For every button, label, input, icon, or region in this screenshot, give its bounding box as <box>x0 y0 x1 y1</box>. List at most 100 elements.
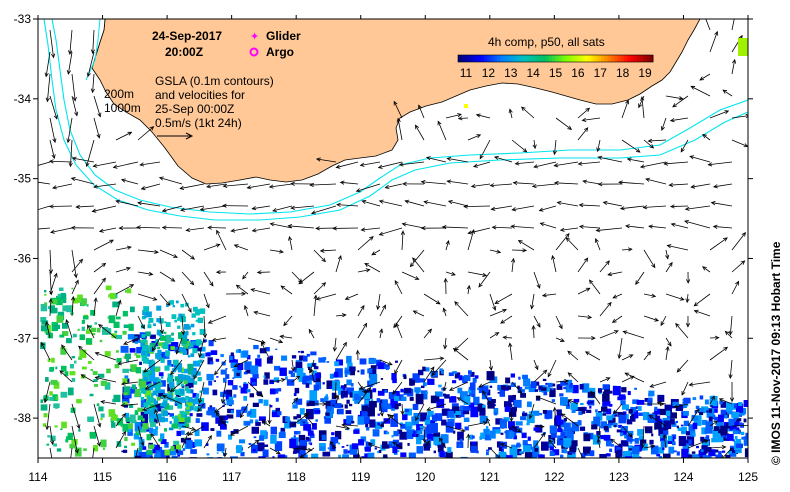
velocity-arrow <box>236 284 249 295</box>
velocity-arrow <box>702 266 711 273</box>
velocity-arrow <box>533 315 541 328</box>
colorbar-tick: 18 <box>616 66 630 80</box>
velocity-arrow <box>38 205 51 211</box>
velocity-arrow <box>424 201 447 207</box>
glider-icon: ✦ <box>250 31 259 43</box>
velocity-arrow <box>143 359 161 373</box>
velocity-arrow <box>490 183 513 186</box>
velocity-arrow <box>510 403 513 422</box>
velocity-arrow <box>67 117 73 143</box>
velocity-arrow <box>244 305 249 317</box>
velocity-arrow <box>731 59 736 75</box>
velocity-arrow <box>567 350 579 361</box>
velocity-arrow <box>661 117 667 131</box>
velocity-arrow <box>680 139 689 152</box>
velocity-arrow <box>489 293 496 311</box>
velocity-arrow <box>445 271 456 276</box>
velocity-arrow <box>159 249 178 258</box>
velocity-arrow <box>577 315 592 318</box>
velocity-arrow <box>423 440 430 449</box>
velocity-arrow <box>49 298 52 317</box>
velocity-arrow <box>193 359 205 380</box>
x-tick-label: 120 <box>415 470 435 484</box>
y-tick-label: -37 <box>14 331 32 345</box>
velocity-arrow <box>729 315 733 335</box>
velocity-arrow <box>579 204 601 207</box>
velocity-arrow <box>379 359 393 366</box>
velocity-arrow <box>71 280 79 295</box>
velocity-arrow <box>316 293 337 300</box>
velocity-arrow <box>690 155 711 163</box>
velocity-arrow <box>675 323 689 339</box>
velocity-arrow <box>467 229 475 251</box>
velocity-arrow <box>291 359 294 371</box>
velocity-arrow <box>694 293 711 307</box>
velocity-arrow <box>212 337 227 341</box>
x-tick-label: 125 <box>738 470 758 484</box>
velocity-arrow <box>394 359 403 374</box>
velocity-arrow <box>44 381 51 403</box>
velocity-arrow <box>231 227 249 232</box>
velocity-arrow <box>329 441 337 449</box>
velocity-arrow <box>719 398 733 405</box>
velocity-arrow <box>316 158 337 163</box>
velocity-arrow <box>557 201 579 207</box>
velocity-arrow <box>298 271 315 285</box>
bathymetry-contours <box>43 19 748 221</box>
velocity-arrow <box>86 139 95 167</box>
velocity-arrow <box>423 425 426 443</box>
velocity-arrow <box>667 245 689 251</box>
velocity-arrow <box>260 341 271 361</box>
velocity-arrow <box>208 227 227 229</box>
velocity-arrow <box>731 115 748 119</box>
velocity-arrow <box>357 381 366 394</box>
velocity-arrow <box>379 304 386 317</box>
velocity-arrow <box>313 282 326 295</box>
velocity-arrow <box>731 424 748 427</box>
velocity-arrow <box>725 331 733 339</box>
velocity-arrow <box>170 381 183 392</box>
velocity-arrow <box>234 359 249 367</box>
velocity-arrow <box>437 121 447 141</box>
velocity-arrow <box>289 236 293 251</box>
velocity-arrow <box>709 110 729 119</box>
velocity-arrow <box>478 381 491 388</box>
velocity-arrow <box>454 337 469 351</box>
velocity-arrow <box>252 227 271 232</box>
velocity-arrow <box>115 246 132 251</box>
velocity-arrow <box>618 337 623 359</box>
velocity-arrow <box>357 236 374 251</box>
velocity-arrow <box>203 271 214 287</box>
velocity-arrow <box>345 293 359 300</box>
velocity-arrow <box>540 222 557 229</box>
velocity-arrow <box>357 323 367 339</box>
y-tick-label: -36 <box>14 251 32 265</box>
velocity-arrow <box>598 156 623 163</box>
velocity-arrow <box>674 403 689 408</box>
velocity-arrow <box>197 403 205 412</box>
velocity-arrow <box>603 201 623 207</box>
velocity-arrow <box>447 180 469 185</box>
velocity-arrow <box>93 239 114 251</box>
velocity-arrow <box>533 432 546 449</box>
velocity-arrow <box>402 223 425 229</box>
velocity-arrow <box>709 446 726 449</box>
velocity-arrow <box>198 337 205 358</box>
velocity-arrow <box>61 344 73 361</box>
velocity-arrow <box>670 205 689 207</box>
velocity-arrow <box>643 315 659 322</box>
velocity-arrow <box>511 225 535 229</box>
velocity-arrow <box>247 439 259 449</box>
velocity-arrow <box>500 443 513 449</box>
velocity-arrow <box>95 376 117 383</box>
velocity-arrow <box>45 321 51 339</box>
y-tick-label: -33 <box>14 12 32 26</box>
y-tick-label: -35 <box>14 172 32 186</box>
velocity-arrow <box>93 403 101 428</box>
velocity-arrow <box>413 310 425 317</box>
velocity-arrow <box>467 285 470 295</box>
velocity-arrow <box>188 425 205 436</box>
velocity-arrow <box>511 258 514 273</box>
velocity-arrow <box>597 439 601 449</box>
velocity-arrow <box>50 227 73 233</box>
